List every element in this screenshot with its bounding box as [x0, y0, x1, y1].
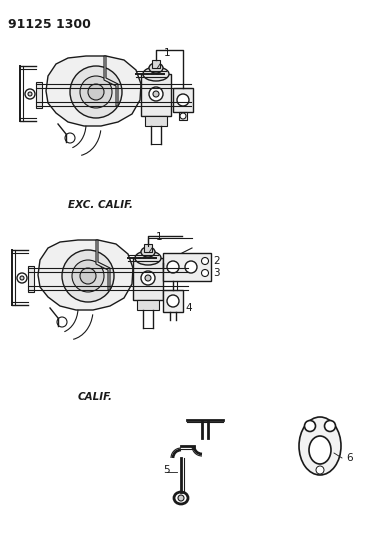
Circle shape: [70, 66, 122, 118]
Circle shape: [177, 94, 189, 106]
Circle shape: [149, 87, 163, 101]
Circle shape: [305, 421, 316, 432]
Polygon shape: [96, 240, 110, 290]
Circle shape: [180, 113, 186, 119]
Circle shape: [185, 261, 197, 273]
Circle shape: [25, 89, 35, 99]
Polygon shape: [46, 56, 141, 126]
Circle shape: [178, 495, 184, 501]
Circle shape: [80, 268, 96, 284]
Circle shape: [28, 92, 32, 96]
Circle shape: [145, 275, 151, 281]
Circle shape: [17, 273, 27, 283]
Circle shape: [202, 270, 209, 277]
Bar: [152, 60, 160, 68]
Polygon shape: [104, 56, 118, 106]
Circle shape: [316, 466, 324, 474]
Circle shape: [80, 76, 112, 108]
Text: 3: 3: [213, 268, 220, 278]
Circle shape: [88, 84, 104, 100]
Bar: [137, 300, 159, 310]
Polygon shape: [38, 240, 133, 310]
Ellipse shape: [143, 67, 169, 81]
Ellipse shape: [141, 247, 155, 257]
Bar: [173, 88, 193, 112]
Ellipse shape: [135, 251, 161, 265]
Bar: [145, 116, 167, 126]
Circle shape: [65, 133, 75, 143]
Text: 5: 5: [163, 465, 170, 475]
Bar: [163, 253, 211, 281]
Text: 1: 1: [149, 232, 163, 252]
Ellipse shape: [309, 436, 331, 464]
Text: EXC. CALIF.: EXC. CALIF.: [67, 200, 133, 210]
Circle shape: [167, 295, 179, 307]
Text: 1: 1: [158, 48, 171, 68]
Bar: [133, 258, 163, 300]
Text: 6: 6: [346, 453, 353, 463]
Circle shape: [324, 421, 335, 432]
Circle shape: [202, 257, 209, 264]
Ellipse shape: [299, 417, 341, 475]
Text: 91125 1300: 91125 1300: [8, 18, 91, 31]
Circle shape: [62, 250, 114, 302]
Ellipse shape: [149, 63, 163, 73]
Circle shape: [141, 271, 155, 285]
Ellipse shape: [174, 492, 188, 504]
Bar: [179, 112, 187, 120]
Bar: [28, 266, 34, 292]
Circle shape: [72, 260, 104, 292]
Circle shape: [153, 91, 159, 97]
Circle shape: [167, 261, 179, 273]
Bar: [36, 82, 42, 108]
Text: CALIF.: CALIF.: [78, 392, 112, 402]
Bar: [144, 244, 152, 252]
Text: 2: 2: [213, 256, 220, 266]
Circle shape: [57, 317, 67, 327]
Circle shape: [20, 276, 24, 280]
Bar: [141, 74, 171, 116]
Bar: [163, 290, 183, 312]
Text: 4: 4: [185, 303, 191, 313]
